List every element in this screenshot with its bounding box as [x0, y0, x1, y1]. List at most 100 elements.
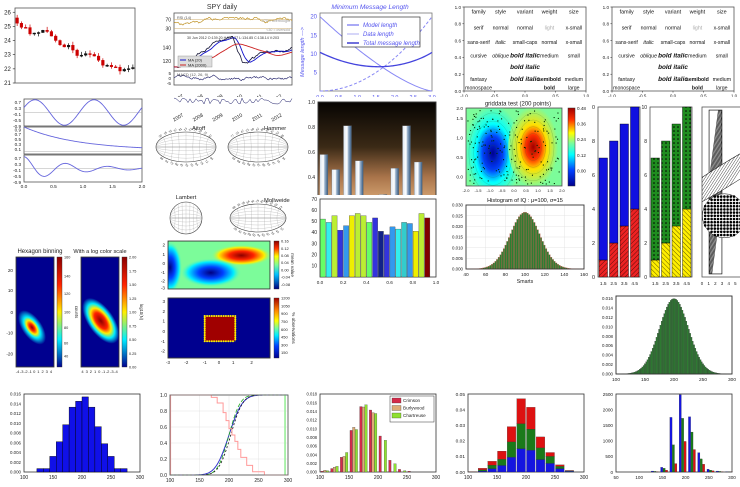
svg-text:30: 30 [165, 27, 171, 33]
svg-text:MACD (12, 26, 9): MACD (12, 26, 9) [177, 72, 209, 77]
svg-text:0.03: 0.03 [456, 423, 466, 429]
svg-text:Model length: Model length [363, 23, 398, 29]
svg-text:30 Jun 2012 O:139.20 H:139.27: 30 Jun 2012 O:139.20 H:139.27 L:134.85 C… [187, 36, 279, 40]
svg-text:120: 120 [163, 59, 172, 65]
svg-text:-2: -2 [161, 279, 166, 284]
svg-text:small: small [716, 53, 728, 59]
svg-text:0.016: 0.016 [307, 400, 318, 405]
svg-text:70: 70 [189, 162, 194, 167]
svg-text:monospace: monospace [613, 85, 640, 91]
svg-text:2.0: 2.0 [559, 188, 565, 193]
svg-text:34: 34 [281, 156, 286, 161]
svg-text:0.36: 0.36 [577, 122, 586, 127]
svg-text:95: 95 [159, 156, 164, 161]
svg-text:4.5: 4.5 [631, 281, 638, 287]
svg-text:85: 85 [280, 133, 285, 138]
svg-text:0.16: 0.16 [281, 239, 290, 244]
svg-text:65: 65 [261, 232, 266, 237]
svg-text:80: 80 [503, 272, 509, 278]
svg-text:-4: -4 [114, 369, 118, 374]
svg-text:200: 200 [78, 475, 87, 481]
svg-text:medium: medium [688, 53, 706, 59]
svg-text:3: 3 [162, 299, 165, 304]
svg-text:72: 72 [204, 159, 209, 164]
svg-text:1.5: 1.5 [600, 281, 607, 287]
svg-text:250: 250 [107, 475, 116, 481]
svg-text:2007: 2007 [172, 112, 185, 123]
svg-text:light: light [693, 26, 703, 32]
svg-text:2.00: 2.00 [129, 256, 136, 260]
svg-text:100: 100 [316, 475, 325, 481]
svg-text:-0.08: -0.08 [281, 282, 291, 287]
svg-text:250: 250 [403, 475, 412, 481]
svg-text:150: 150 [195, 478, 204, 484]
svg-text:300: 300 [432, 475, 441, 481]
svg-text:97: 97 [208, 133, 213, 138]
svg-text:0.4: 0.4 [363, 280, 370, 285]
svg-text:20: 20 [8, 268, 14, 273]
svg-text:small: small [568, 53, 580, 59]
svg-text:2.5: 2.5 [662, 281, 669, 287]
svg-text:1: 1 [162, 319, 165, 324]
svg-text:300: 300 [728, 377, 736, 383]
svg-text:100: 100 [464, 475, 473, 481]
svg-text:1.5: 1.5 [652, 281, 659, 287]
svg-text:0.3: 0.3 [15, 106, 22, 111]
svg-text:23: 23 [4, 53, 11, 59]
svg-text:0.02: 0.02 [456, 439, 466, 445]
svg-text:0: 0 [218, 360, 221, 365]
svg-text:750: 750 [281, 319, 288, 324]
svg-text:0.7: 0.7 [15, 156, 22, 161]
svg-text:200: 200 [670, 377, 678, 383]
svg-text:2: 2 [162, 243, 165, 248]
svg-text:0.020: 0.020 [452, 224, 464, 229]
svg-text:50: 50 [311, 219, 317, 225]
svg-text:200: 200 [522, 475, 531, 481]
svg-text:0.014: 0.014 [602, 305, 614, 310]
svg-text:x-small: x-small [714, 40, 730, 46]
svg-text:0.012: 0.012 [602, 315, 614, 320]
svg-text:size: size [569, 10, 579, 16]
svg-text:italic: italic [643, 40, 654, 46]
svg-text:0.3: 0.3 [15, 162, 22, 167]
svg-text:0: 0 [644, 275, 647, 281]
svg-text:2: 2 [90, 369, 93, 374]
svg-text:250: 250 [699, 377, 707, 383]
svg-text:100: 100 [635, 475, 643, 480]
svg-text:8: 8 [592, 139, 595, 145]
svg-text:4: 4 [50, 369, 53, 374]
svg-text:2: 2 [644, 241, 647, 247]
svg-text:0.8: 0.8 [455, 22, 462, 27]
svg-text:3.5: 3.5 [621, 281, 628, 287]
svg-text:normal: normal [517, 26, 533, 32]
svg-text:3: 3 [721, 281, 724, 286]
svg-text:0.025: 0.025 [452, 213, 464, 218]
svg-text:0.018: 0.018 [307, 392, 318, 397]
svg-text:bold italic: bold italic [658, 64, 688, 71]
svg-text:SPY daily: SPY daily [207, 4, 238, 11]
svg-text:6: 6 [644, 173, 647, 179]
svg-text:24: 24 [4, 39, 11, 45]
svg-text:450: 450 [281, 335, 288, 340]
svg-text:Minimum Message Length: Minimum Message Length [331, 4, 409, 11]
svg-text:Data length: Data length [363, 32, 394, 38]
svg-text:15: 15 [310, 33, 317, 39]
svg-text:120: 120 [64, 292, 70, 296]
svg-text:0: 0 [701, 281, 704, 286]
svg-text:1: 1 [232, 360, 235, 365]
svg-text:bold italic: bold italic [658, 52, 688, 59]
svg-text:Total message length: Total message length [363, 41, 420, 47]
svg-text:1.0: 1.0 [433, 280, 440, 285]
svg-text:-1: -1 [203, 360, 207, 365]
svg-text:0.4: 0.4 [455, 55, 462, 60]
svg-text:1.0: 1.0 [456, 135, 463, 141]
svg-text:200: 200 [225, 478, 234, 484]
svg-text:0.6: 0.6 [386, 280, 393, 285]
svg-text:160: 160 [64, 256, 70, 260]
svg-text:140: 140 [163, 46, 172, 52]
svg-text:0.005: 0.005 [452, 256, 464, 261]
svg-text:2011: 2011 [251, 112, 264, 123]
svg-text:medium: medium [713, 77, 731, 83]
svg-text:0.008: 0.008 [307, 435, 318, 440]
svg-text:300: 300 [728, 475, 736, 480]
